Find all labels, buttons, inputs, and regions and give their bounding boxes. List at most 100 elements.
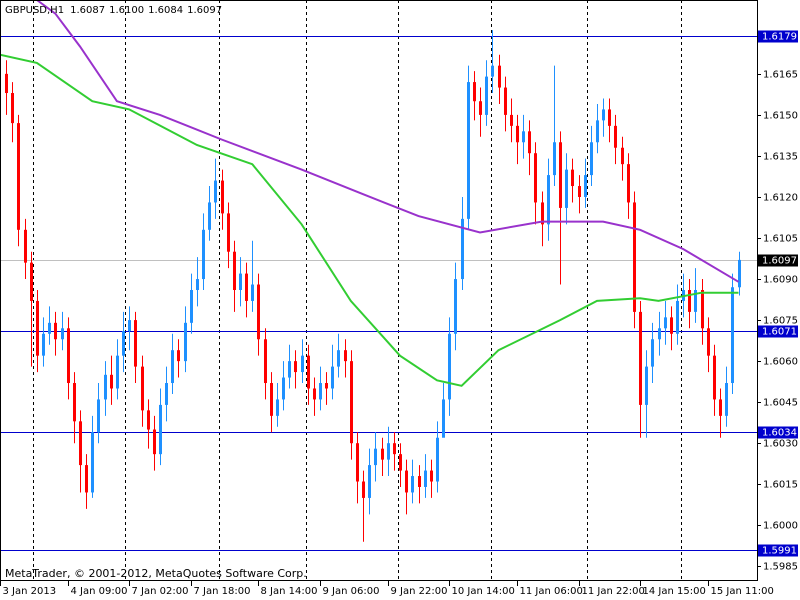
candle-body [116,355,119,389]
candle-body [276,399,279,416]
candle-body [257,284,260,340]
label-layer: 1.5985 1.6000 1.6015 1.6030 1.6045 1.6060 1.60… [3,5,798,597]
x-tick-label: 14 Jan 15:00 [643,586,706,597]
candle-body [639,311,642,405]
candle-body [196,279,199,290]
candle-body [61,328,64,340]
level-label-box [758,426,798,439]
candle-body [30,262,33,301]
x-tick-label: 9 Jan 06:00 [323,586,380,597]
candle-body [731,287,734,384]
y-tick-label: 1.6150 [763,111,798,122]
candle-body [282,377,285,400]
candle-body [627,164,630,203]
candle-body [245,273,248,301]
candle-body [48,322,51,334]
candle-body [104,374,107,400]
y-tick-label: 1.6090 [763,275,798,286]
x-tick-label: 4 Jan 09:00 [71,586,128,597]
y-tick-label: 1.5985 [763,562,798,573]
candle-body [319,383,322,400]
y-tick-label: 1.6045 [763,398,798,409]
candle-body [676,300,679,334]
y-tick-label: 1.6120 [763,193,798,204]
candle-body [73,383,76,422]
candle-body [670,317,673,334]
candle-body [239,273,242,290]
candle-body [128,320,131,332]
candle-body [713,355,716,400]
candle-body [491,65,494,77]
y-tick-label: 1.6015 [763,480,798,491]
candle-body [547,175,550,225]
level-label: 1.6071 [762,327,797,338]
candle-body [707,328,710,356]
candle-body [356,443,359,482]
y-tick-label: 1.6030 [763,439,798,450]
candle-body [448,333,451,400]
candle-body [485,76,488,115]
candle-body [202,229,205,280]
candle-body [405,470,408,493]
candle-body [504,87,507,115]
candle-body [184,322,187,362]
x-tick-label: 7 Jan 18:00 [194,586,251,597]
candle-body [294,361,297,373]
x-tick-label: 15 Jan 11:00 [711,586,774,597]
candle-body [165,383,168,405]
bid-label: 1.6097 [762,256,797,267]
candle-body [251,284,254,301]
candle-body [264,339,267,384]
candle-body [177,350,180,362]
candle-body [738,259,741,288]
candle-body [368,465,371,498]
candle-body [424,470,427,487]
candle-body [5,73,8,94]
level-label: 1.5991 [762,546,797,557]
header-ohlc: 1.6087 [70,5,105,16]
candle-body [381,448,384,460]
candle-body [571,169,574,187]
level-label: 1.6179 [762,32,797,43]
candle-body [313,388,316,400]
candle-body [374,448,377,466]
mark-layer [0,0,741,542]
x-tick-label: 8 Jan 14:00 [261,586,318,597]
candle-body [559,142,562,208]
level-label: 1.6034 [762,428,797,439]
candle-body [651,339,654,367]
candle-body [608,109,611,126]
candle-body [110,374,113,389]
candle-body [534,153,537,203]
copyright: MetaTrader, © 2001-2012, MetaQuotes Soft… [5,567,307,580]
header-ohlc: 1.6084 [148,5,183,16]
candle-body [288,361,291,378]
candle-body [307,355,310,389]
candle-body [24,229,27,263]
header-ohlc: 1.6100 [109,5,144,16]
y-tick-label: 1.6000 [763,521,798,532]
candle-body [621,147,624,165]
candle-body [134,320,137,367]
candle-body [159,404,162,455]
candle-body [664,317,667,329]
candle-body [725,383,728,416]
candle-body [141,366,144,411]
y-tick-label: 1.6105 [763,234,798,245]
candle-body [541,202,544,225]
x-tick-label: 10 Jan 14:00 [452,586,515,597]
candle-body [590,142,593,176]
candle-body [688,290,691,312]
candle-body [208,202,211,230]
candle-body [633,202,636,312]
candle-body [325,383,328,389]
y-tick-label: 1.6060 [763,357,798,368]
candle-body [658,328,661,340]
candle-body [350,361,353,444]
moving-average [0,53,739,387]
candle-body [122,331,125,356]
candle-body [91,432,94,493]
